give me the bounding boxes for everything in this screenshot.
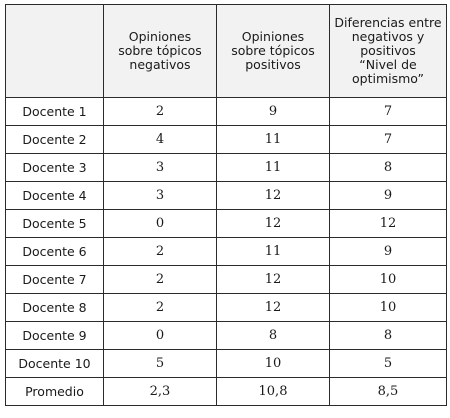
table-row: Docente 5 0 12 12 — [5, 209, 447, 238]
row-label-cell: Docente 2 — [5, 125, 104, 154]
optimism-value-cell: 10 — [329, 265, 447, 294]
optimism-value-cell: 8 — [329, 321, 447, 350]
negative-value-cell: 2 — [103, 293, 217, 322]
header-line: sobre tópicos — [231, 43, 315, 58]
negative-value-cell: 5 — [103, 349, 217, 378]
negative-value-cell: 2,3 — [103, 377, 217, 406]
positive-value-cell: 12 — [216, 265, 330, 294]
row-label-cell: Docente 7 — [5, 265, 104, 294]
optimism-value-cell: 5 — [329, 349, 447, 378]
table-body: Docente 1 2 9 7 Docente 2 4 11 7 Docente… — [5, 97, 447, 406]
table-row: Docente 2 4 11 7 — [5, 125, 447, 154]
row-label-cell: Docente 1 — [5, 97, 104, 126]
table-row: Docente 8 2 12 10 — [5, 293, 447, 322]
positive-value-cell: 12 — [216, 293, 330, 322]
header-line: optimismo” — [352, 71, 424, 86]
optimism-value-cell: 8 — [329, 153, 447, 182]
negative-value-cell: 3 — [103, 181, 217, 210]
row-label-cell: Docente 6 — [5, 237, 104, 266]
header-line: Opiniones — [128, 29, 192, 44]
header-line: negativos — [129, 57, 191, 72]
header-line: positivos — [360, 43, 416, 58]
optimism-value-cell: 7 — [329, 125, 447, 154]
header-line: sobre tópicos — [118, 43, 202, 58]
row-label-cell: Promedio — [5, 377, 104, 406]
positive-value-cell: 12 — [216, 209, 330, 238]
row-label-cell: Docente 10 — [5, 349, 104, 378]
optimism-value-cell: 9 — [329, 237, 447, 266]
row-label-cell: Docente 4 — [5, 181, 104, 210]
table-row: Docente 9 0 8 8 — [5, 321, 447, 350]
negative-value-cell: 2 — [103, 265, 217, 294]
negative-value-cell: 0 — [103, 321, 217, 350]
header-corner-cell — [5, 4, 104, 98]
positive-value-cell: 8 — [216, 321, 330, 350]
header-line: “Nivel de — [359, 57, 417, 72]
header-positive-opinions: Opiniones sobre tópicos positivos — [216, 4, 330, 98]
optimism-table: Opiniones sobre tópicos negativos Opinio… — [5, 4, 447, 406]
optimism-value-cell: 10 — [329, 293, 447, 322]
row-label-cell: Docente 8 — [5, 293, 104, 322]
table-row: Docente 3 3 11 8 — [5, 153, 447, 182]
negative-value-cell: 0 — [103, 209, 217, 238]
negative-value-cell: 2 — [103, 97, 217, 126]
table-row: Docente 1 2 9 7 — [5, 97, 447, 126]
positive-value-cell: 10,8 — [216, 377, 330, 406]
table-row: Docente 10 5 10 5 — [5, 349, 447, 378]
positive-value-cell: 12 — [216, 181, 330, 210]
header-optimism-level: Diferencias entre negativos y positivos … — [329, 4, 447, 98]
optimism-value-cell: 12 — [329, 209, 447, 238]
header-line: Opiniones — [241, 29, 305, 44]
header-line: negativos y — [351, 29, 425, 44]
row-label-cell: Docente 9 — [5, 321, 104, 350]
header-negative-opinions: Opiniones sobre tópicos negativos — [103, 4, 217, 98]
table-row: Docente 7 2 12 10 — [5, 265, 447, 294]
optimism-value-cell: 9 — [329, 181, 447, 210]
row-label-cell: Docente 3 — [5, 153, 104, 182]
positive-value-cell: 10 — [216, 349, 330, 378]
negative-value-cell: 4 — [103, 125, 217, 154]
table-row: Docente 4 3 12 9 — [5, 181, 447, 210]
row-label-cell: Docente 5 — [5, 209, 104, 238]
optimism-value-cell: 7 — [329, 97, 447, 126]
header-row: Opiniones sobre tópicos negativos Opinio… — [5, 4, 447, 98]
negative-value-cell: 3 — [103, 153, 217, 182]
table-row: Docente 6 2 11 9 — [5, 237, 447, 266]
header-line: positivos — [245, 57, 301, 72]
negative-value-cell: 2 — [103, 237, 217, 266]
positive-value-cell: 9 — [216, 97, 330, 126]
header-line: Diferencias entre — [334, 15, 442, 30]
positive-value-cell: 11 — [216, 153, 330, 182]
positive-value-cell: 11 — [216, 237, 330, 266]
positive-value-cell: 11 — [216, 125, 330, 154]
average-row: Promedio 2,3 10,8 8,5 — [5, 377, 447, 406]
optimism-value-cell: 8,5 — [329, 377, 447, 406]
